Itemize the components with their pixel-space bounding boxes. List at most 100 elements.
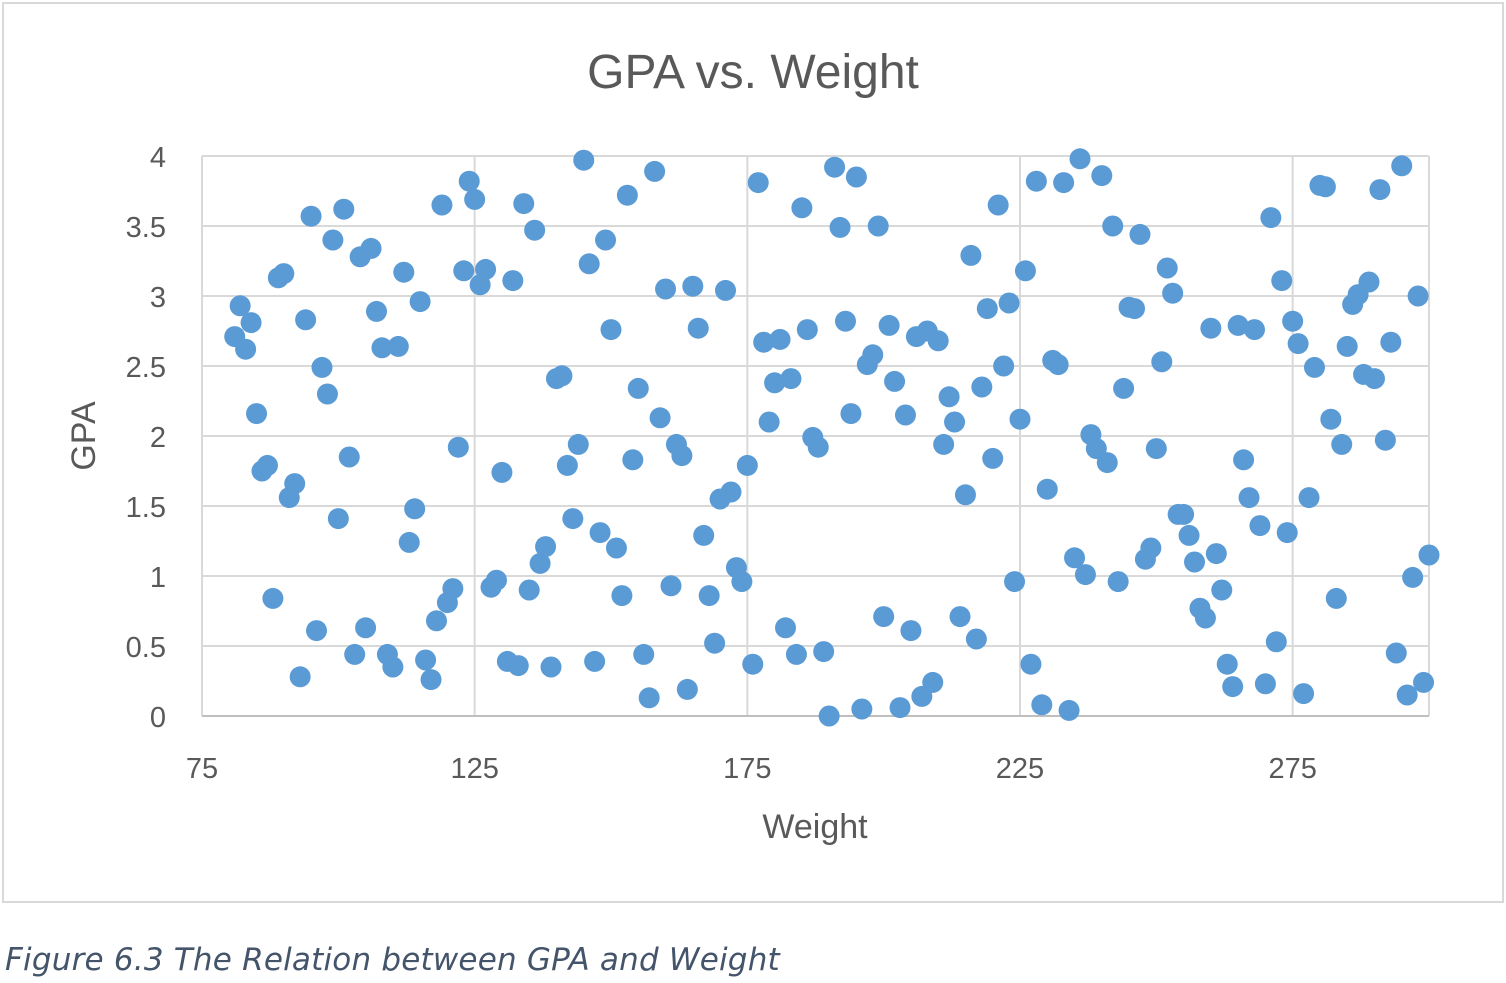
data-point: [256, 454, 278, 476]
data-point: [1222, 676, 1244, 698]
data-point: [453, 260, 475, 282]
data-point: [366, 300, 388, 322]
data-point: [1325, 587, 1347, 609]
data-point: [894, 404, 916, 426]
data-point: [840, 403, 862, 425]
data-point: [927, 330, 949, 352]
x-tick-label: 275: [1268, 753, 1316, 785]
data-point: [333, 198, 355, 220]
data-point: [491, 461, 513, 483]
data-point: [431, 194, 453, 216]
data-point: [1036, 478, 1058, 500]
data-point: [425, 610, 447, 632]
data-point: [742, 653, 764, 675]
x-tick-label: 175: [723, 753, 771, 785]
data-point: [993, 355, 1015, 377]
data-point: [1254, 673, 1276, 695]
data-point: [595, 229, 617, 251]
data-point: [1265, 631, 1287, 653]
data-point: [316, 383, 338, 405]
data-point: [933, 433, 955, 455]
data-point: [627, 377, 649, 399]
data-point: [502, 270, 524, 292]
data-point: [246, 403, 268, 425]
data-point: [387, 335, 409, 357]
data-point: [322, 229, 344, 251]
data-point: [900, 620, 922, 642]
data-point: [807, 436, 829, 458]
data-point: [327, 508, 349, 530]
data-point: [982, 447, 1004, 469]
data-point: [1211, 579, 1233, 601]
data-point: [1243, 319, 1265, 341]
data-point: [1380, 331, 1402, 353]
data-point: [229, 295, 251, 317]
data-point: [976, 298, 998, 320]
data-point: [382, 656, 404, 678]
data-point: [398, 531, 420, 553]
data-point: [736, 454, 758, 476]
data-point: [1058, 699, 1080, 721]
y-tick-label: 3.5: [126, 212, 166, 244]
y-tick-label: 2: [150, 422, 166, 454]
data-point: [1140, 537, 1162, 559]
data-point: [889, 697, 911, 719]
data-point: [753, 331, 775, 353]
data-point: [1396, 684, 1418, 706]
data-point: [622, 449, 644, 471]
data-point: [567, 433, 589, 455]
data-point: [1162, 282, 1184, 304]
data-point: [475, 258, 497, 280]
data-point: [1200, 317, 1222, 339]
data-point: [464, 188, 486, 210]
data-point: [420, 669, 442, 691]
data-point: [611, 585, 633, 607]
data-point: [600, 319, 622, 341]
data-point: [393, 261, 415, 283]
data-point: [764, 372, 786, 394]
data-point: [845, 166, 867, 188]
x-tick-label: 225: [996, 753, 1044, 785]
y-tick-label: 0: [150, 702, 166, 734]
data-point: [589, 522, 611, 544]
data-point: [676, 678, 698, 700]
data-point: [1053, 172, 1075, 194]
data-point: [1276, 522, 1298, 544]
data-point: [824, 156, 846, 178]
data-point: [1374, 429, 1396, 451]
data-point: [960, 244, 982, 266]
data-point: [1331, 433, 1353, 455]
data-point: [273, 263, 295, 285]
data-point: [1402, 566, 1424, 588]
data-point: [529, 552, 551, 574]
data-point: [1363, 368, 1385, 390]
data-point: [954, 484, 976, 506]
data-point: [1074, 564, 1096, 586]
data-point: [1031, 694, 1053, 716]
data-point: [447, 436, 469, 458]
data-point: [769, 328, 791, 350]
data-point: [878, 314, 900, 336]
data-point: [1205, 543, 1227, 565]
data-point: [507, 655, 529, 677]
data-point: [1407, 285, 1429, 307]
data-point: [360, 237, 382, 259]
data-point: [524, 219, 546, 241]
data-point: [693, 524, 715, 546]
x-tick-label: 75: [186, 753, 218, 785]
data-point: [240, 312, 262, 334]
data-point: [867, 215, 889, 237]
data-point: [796, 319, 818, 341]
data-point: [1238, 487, 1260, 509]
data-point: [965, 628, 987, 650]
data-point: [873, 606, 895, 628]
data-point: [1314, 176, 1336, 198]
data-point: [1156, 257, 1178, 279]
y-tick-label: 2.5: [126, 352, 166, 384]
data-point: [535, 536, 557, 558]
data-point: [540, 656, 562, 678]
data-point: [682, 275, 704, 297]
data-point: [306, 620, 328, 642]
chart-frame: [2, 2, 1504, 903]
data-point: [409, 291, 431, 313]
